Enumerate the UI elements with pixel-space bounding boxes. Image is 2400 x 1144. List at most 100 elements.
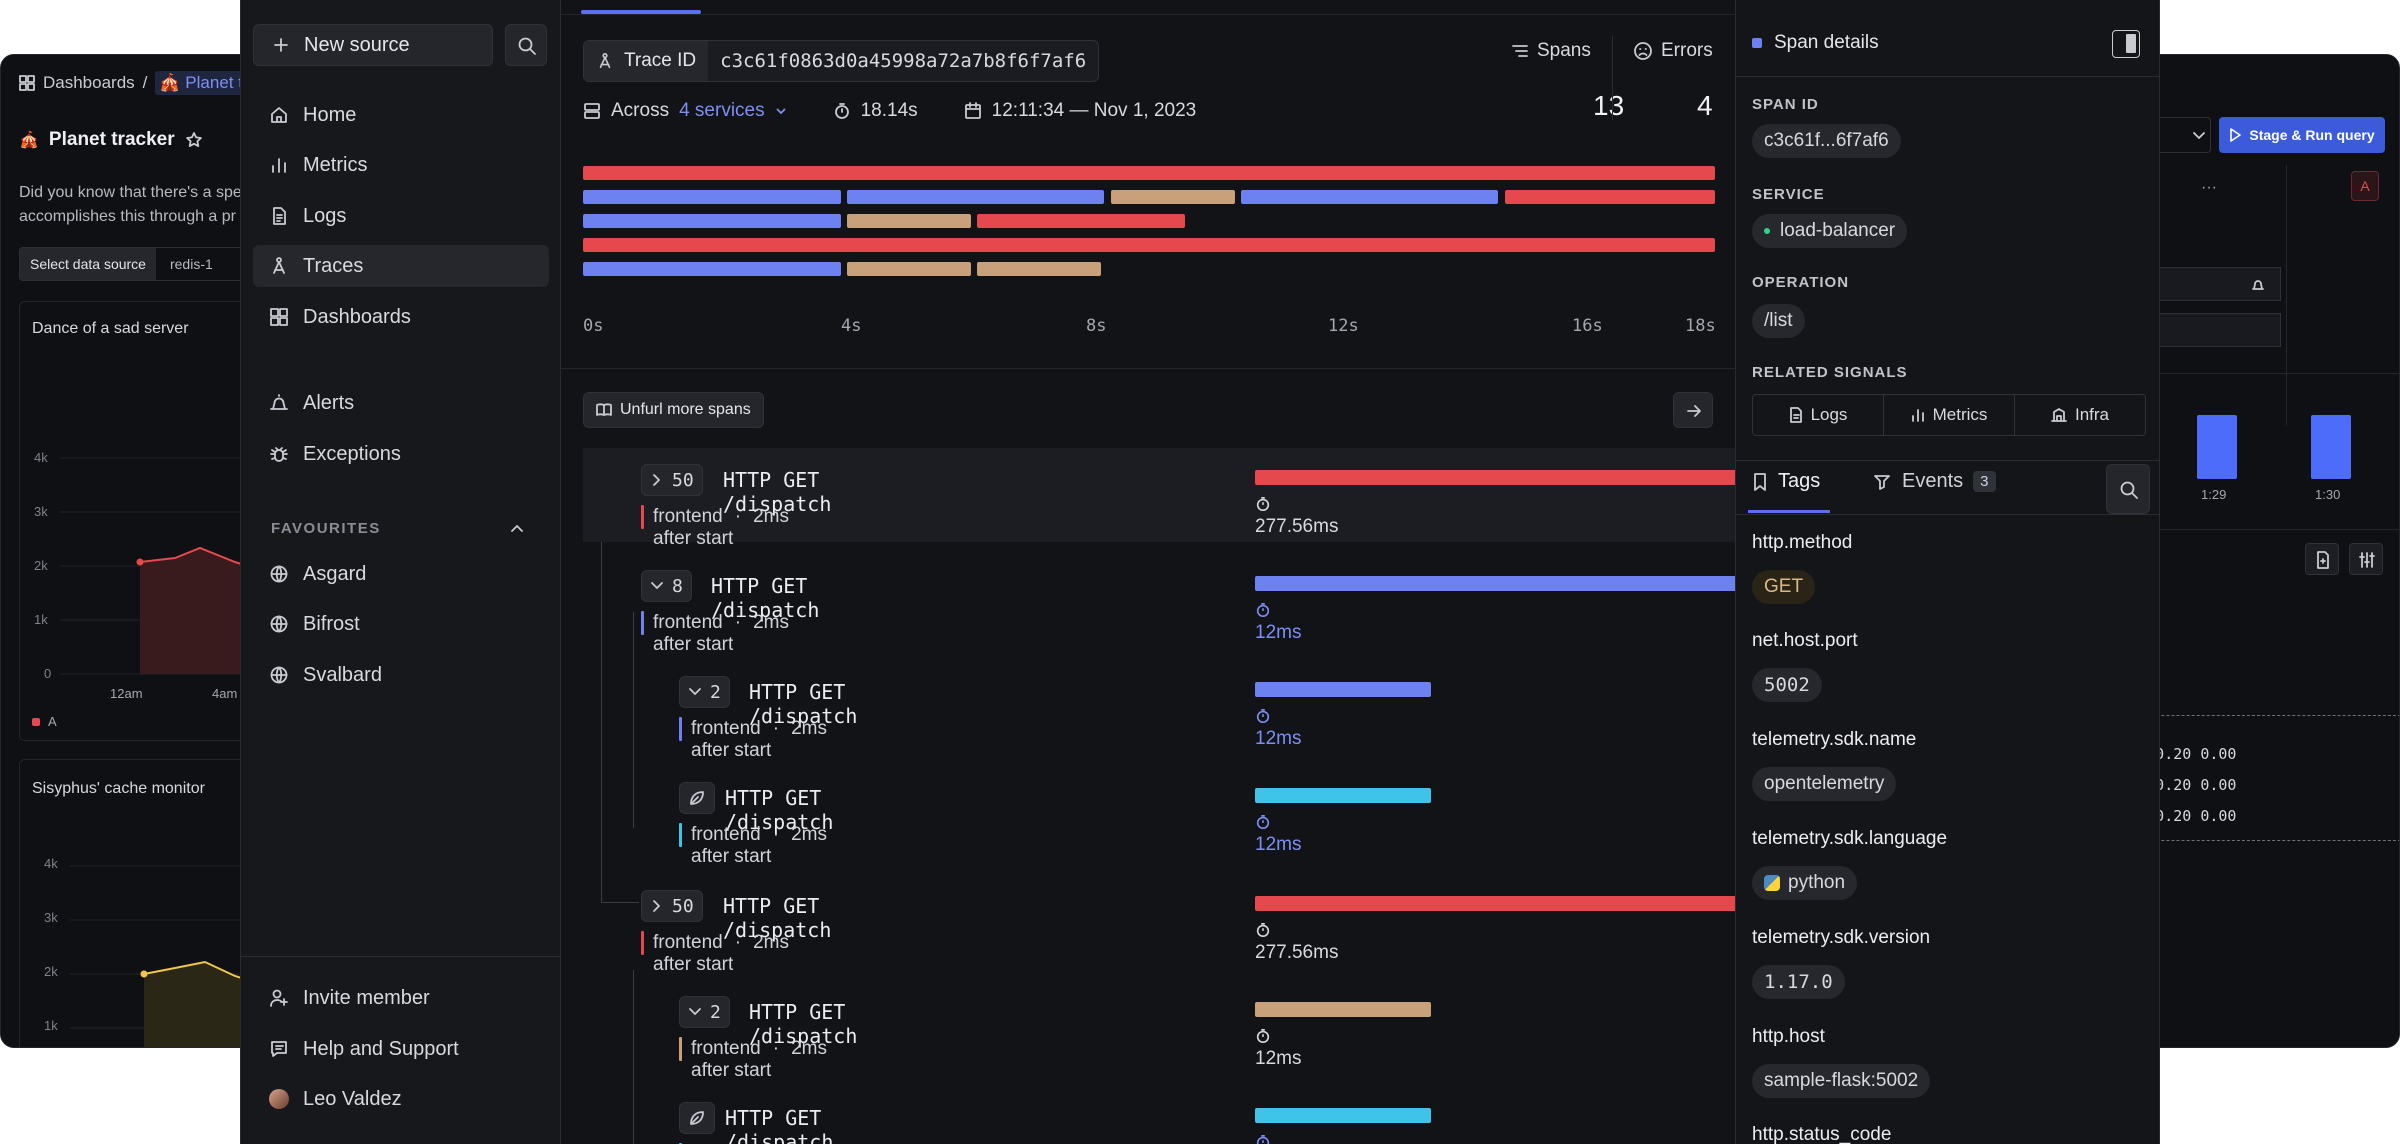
span-child-count: 2: [710, 1001, 721, 1023]
chart-2-y-3k: 3k: [44, 910, 58, 925]
span-duration: 277.56ms: [1255, 494, 1338, 538]
export-button[interactable]: [2305, 543, 2339, 575]
span-toggle-chip[interactable]: 2: [679, 996, 730, 1028]
span-offset: 2ms after start: [691, 1038, 827, 1081]
span-name: HTTP GET /dispatch: [723, 894, 832, 942]
span-toggle-chip[interactable]: 2: [679, 676, 730, 708]
span-id-value[interactable]: c3c61f...6f7af6: [1752, 124, 1901, 158]
operation-value[interactable]: /list: [1752, 304, 1805, 338]
breadcrumb-separator: /: [142, 73, 148, 92]
minimap-bar: [977, 214, 1185, 228]
book-icon: [596, 403, 612, 416]
operation-label: OPERATION: [1752, 274, 1850, 291]
tag-value[interactable]: sample-flask:5002: [1752, 1064, 1931, 1098]
nav-home[interactable]: Home: [253, 94, 549, 136]
service-pill[interactable]: load-balancer: [1752, 214, 1908, 248]
breadcrumb: Dashboards / 🎪 Planet tra: [19, 71, 263, 95]
trace-id-field[interactable]: Trace ID c3c61f0863d0a45998a72a7b8f6f7af…: [583, 40, 1100, 82]
nav-traces[interactable]: Traces: [253, 245, 549, 287]
search-button[interactable]: [505, 24, 547, 66]
settings-button[interactable]: [2349, 543, 2383, 575]
chart-card-2: Sisyphus' cache monitor 4k 3k 2k 1k 0: [19, 759, 299, 1047]
tag-value-text: opentelemetry: [1764, 773, 1885, 794]
minimap-bar: [847, 190, 1104, 204]
tag-value[interactable]: 1.17.0: [1752, 965, 1845, 999]
star-icon[interactable]: [185, 131, 203, 149]
logs-icon: [273, 207, 286, 225]
query-a-badge[interactable]: A: [2351, 171, 2379, 201]
nav-dashboards[interactable]: Dashboards: [253, 296, 549, 338]
tag-value[interactable]: python: [1752, 866, 1858, 900]
trace-id-value: c3c61f0863d0a45998a72a7b8f6f7af6: [720, 50, 1087, 72]
minimap-bar: [583, 166, 1715, 180]
span-name: HTTP GET /dispatch: [723, 468, 832, 516]
tag-value-text: 5002: [1764, 674, 1810, 696]
nav-alerts[interactable]: Alerts: [253, 382, 549, 424]
chart-2-y-1k: 1k: [44, 1018, 58, 1033]
service-label: SERVICE: [1752, 186, 1825, 203]
trace-duration: 18.14s: [860, 100, 918, 121]
span-toggle-chip[interactable]: 50: [641, 464, 703, 496]
new-source-button[interactable]: New source: [253, 24, 493, 66]
toggle-panel-icon[interactable]: [2112, 30, 2140, 58]
tag-key: telemetry.sdk.language: [1752, 828, 1948, 849]
stats-divider: [1612, 36, 1613, 120]
minimap-bar: [583, 262, 841, 276]
tab-events[interactable]: Events 3: [1872, 470, 1996, 493]
axis-tick-8s: 8s: [1086, 316, 1107, 336]
help-and-support[interactable]: Help and Support: [253, 1028, 549, 1070]
span-child-count: 50: [672, 469, 694, 491]
span-duration-value: 12ms: [1255, 728, 1302, 749]
unfurl-spans-button[interactable]: Unfurl more spans: [583, 392, 764, 428]
related-infra-button[interactable]: Infra: [2015, 395, 2145, 435]
next-button[interactable]: [1673, 392, 1713, 428]
user-profile[interactable]: Leo Valdez: [253, 1078, 549, 1120]
tab-tags[interactable]: Tags: [1752, 470, 1820, 493]
span-separator: ·: [772, 824, 780, 845]
span-toggle-chip[interactable]: 8: [641, 570, 692, 602]
chevron-down-icon[interactable]: [775, 106, 787, 116]
stage-run-query-button[interactable]: Stage & Run query: [2219, 117, 2385, 153]
chevron-up-icon[interactable]: [509, 522, 525, 534]
chart-1-title: Dance of a sad server: [32, 320, 189, 337]
tag-value[interactable]: GET: [1752, 570, 1816, 604]
services-link[interactable]: 4 services: [679, 100, 765, 121]
more-icon[interactable]: ···: [2201, 179, 2217, 196]
related-infra-label: Infra: [2074, 405, 2110, 424]
invite-member-label: Invite member: [303, 986, 430, 1009]
stopwatch-icon: [1256, 708, 1270, 724]
span-child-count: 8: [672, 575, 683, 597]
span-color-marker: [641, 505, 644, 529]
tag-value[interactable]: opentelemetry: [1752, 767, 1897, 801]
favourite-bifrost[interactable]: Bifrost: [253, 603, 549, 645]
tag-value[interactable]: 5002: [1752, 668, 1822, 702]
favourite-svalbard[interactable]: Svalbard: [253, 654, 549, 696]
sidebar-divider: [241, 956, 561, 957]
breadcrumb-root[interactable]: Dashboards: [43, 73, 135, 92]
data-source-select[interactable]: Select data source redis-1: [19, 247, 247, 281]
dashboard-description: Did you know that there's a spe accompli…: [19, 181, 242, 229]
leaf-span-chip[interactable]: [679, 1102, 715, 1134]
calendar-icon: [964, 102, 981, 119]
leaf-span-chip[interactable]: [679, 782, 715, 814]
tags-search-button[interactable]: [2106, 464, 2150, 514]
spans-label: Spans: [1537, 40, 1591, 61]
leaf-icon: [690, 1111, 704, 1125]
invite-member[interactable]: Invite member: [253, 977, 549, 1019]
bar-label-1-29: 1:29: [2201, 487, 2227, 502]
active-tab-indicator: [581, 10, 701, 14]
tag-key: http.status_code: [1752, 1124, 1892, 1144]
nav-metrics[interactable]: Metrics: [253, 144, 549, 186]
trace-meta: Across 4 services 18.14s 12:11:34 — Nov …: [583, 100, 1196, 122]
favourite-asgard-label: Asgard: [303, 562, 367, 585]
span-offset: 2ms after start: [653, 612, 789, 655]
divider: [2101, 373, 2399, 374]
tag-value-text: 1.17.0: [1764, 971, 1833, 993]
nav-exceptions[interactable]: Exceptions: [253, 433, 549, 475]
span-toggle-chip[interactable]: 50: [641, 890, 703, 922]
nav-logs[interactable]: Logs: [253, 195, 549, 237]
favourite-asgard[interactable]: Asgard: [253, 553, 549, 595]
related-metrics-button[interactable]: Metrics: [1884, 395, 2015, 435]
related-logs-button[interactable]: Logs: [1753, 395, 1884, 435]
span-id-label: SPAN ID: [1752, 96, 1819, 113]
